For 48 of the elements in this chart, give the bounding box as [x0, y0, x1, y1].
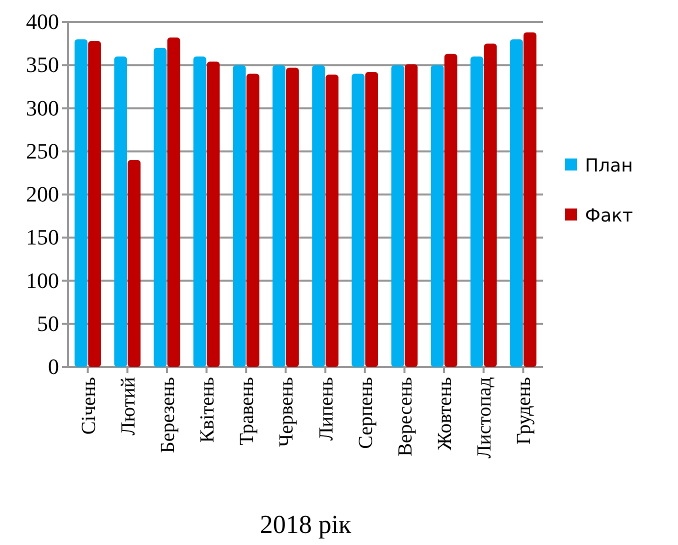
x-tick-label: Вересень: [394, 377, 416, 456]
x-tick-label: Січень: [78, 377, 100, 435]
bar: [88, 40, 101, 367]
bar: [167, 38, 180, 367]
x-tick-label: Жовтень: [434, 377, 456, 450]
x-tick-label: Липень: [315, 377, 338, 441]
bar: [430, 65, 444, 367]
x-axis-title: 2018 рік: [260, 510, 352, 539]
bar: [365, 72, 378, 367]
bar: [312, 65, 325, 367]
bar: [154, 48, 167, 367]
x-tick-label: Серпень: [354, 377, 377, 449]
bar: [326, 74, 338, 367]
bar: [510, 39, 523, 367]
x-tick-label: Грудень: [513, 377, 536, 445]
y-tick-label: 400: [26, 9, 59, 34]
bar: [444, 54, 458, 367]
y-tick-label: 300: [26, 95, 59, 120]
y-tick-label: 100: [26, 268, 59, 293]
bar: [206, 62, 220, 367]
x-tick-label: Березень: [156, 377, 179, 454]
x-tick-label: Квітень: [196, 377, 219, 443]
bar: [272, 65, 286, 367]
legend-label: Факт: [585, 206, 633, 226]
bar: [484, 44, 497, 367]
bar: [470, 56, 484, 367]
bar: [286, 68, 299, 367]
y-tick-label: 150: [26, 224, 59, 250]
bar: [391, 65, 404, 367]
bar: [232, 65, 246, 367]
x-tick-label: Лютий: [117, 376, 140, 436]
bar: [404, 64, 418, 367]
x-tick-label: Листопад: [474, 377, 496, 458]
x-tick-label: Червень: [276, 377, 298, 447]
bar: [524, 32, 536, 367]
bar: [114, 56, 128, 367]
bar: [193, 56, 206, 367]
y-tick-label: 350: [26, 52, 59, 78]
y-tick-label: 250: [26, 138, 59, 164]
y-tick-label: 0: [48, 354, 59, 380]
bar: [74, 39, 88, 367]
bar: [246, 74, 260, 367]
x-tick-label: Травень: [236, 377, 258, 446]
legend-label: План: [585, 156, 633, 176]
y-tick-label: 50: [37, 310, 59, 336]
bar: [352, 74, 365, 367]
bar: [128, 160, 141, 367]
y-tick-label: 200: [26, 182, 59, 207]
